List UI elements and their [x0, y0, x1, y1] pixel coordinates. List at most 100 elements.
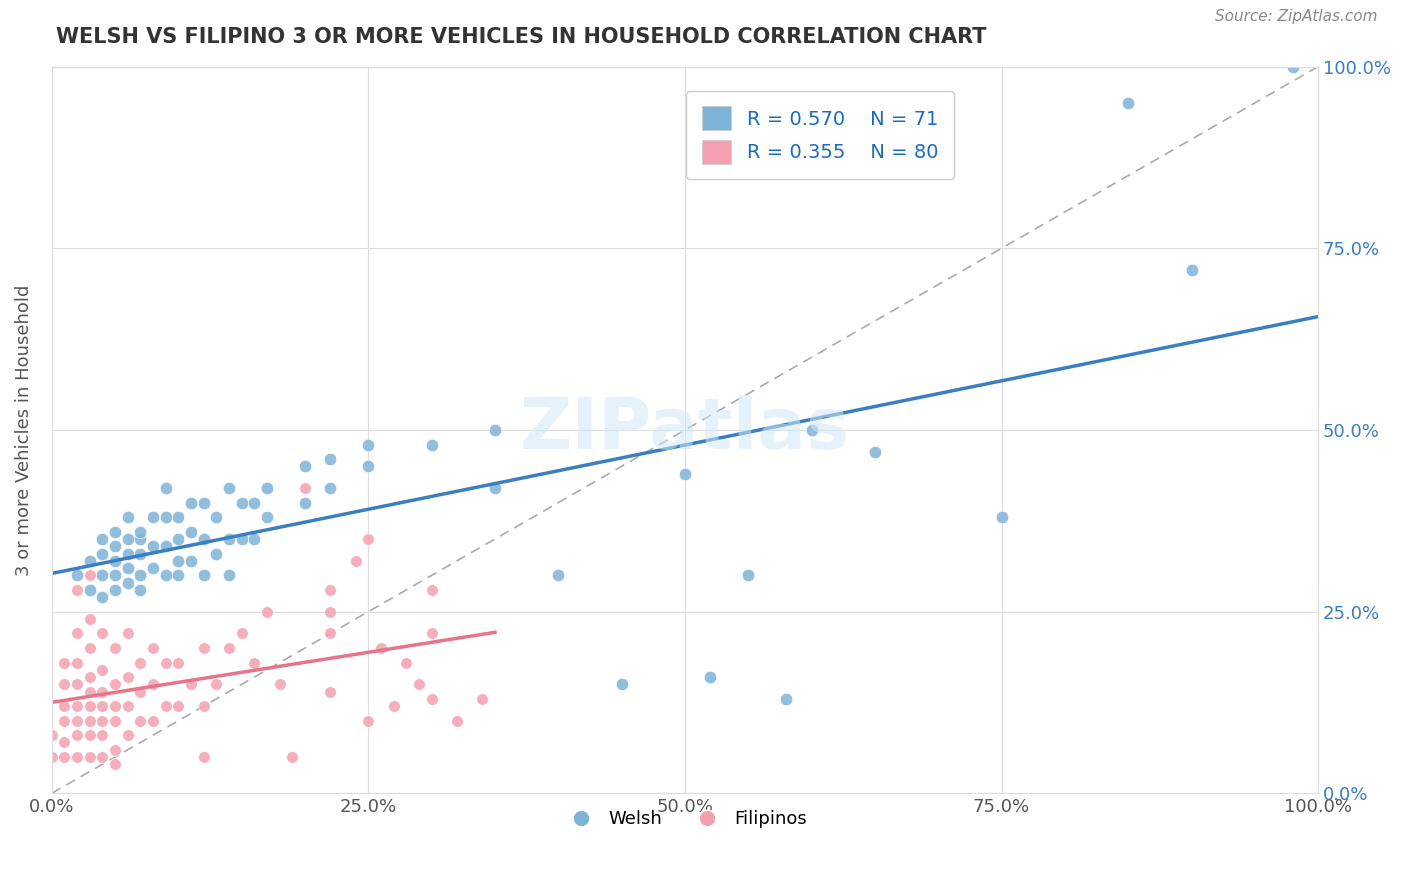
Point: [53, 656, 76, 670]
Point: [256, 605, 278, 619]
Point: [180, 496, 202, 510]
Point: [91, 699, 114, 714]
Point: [155, 539, 177, 553]
Point: [129, 547, 152, 561]
Point: [79, 568, 101, 582]
Point: [91, 532, 114, 546]
Point: [91, 568, 114, 582]
Point: [319, 626, 342, 640]
Point: [319, 605, 342, 619]
Point: [408, 677, 430, 691]
Point: [256, 510, 278, 524]
Point: [41, 750, 63, 764]
Point: [205, 677, 228, 691]
Point: [104, 677, 127, 691]
Point: [167, 554, 190, 568]
Point: [370, 640, 392, 655]
Point: [167, 656, 190, 670]
Point: [1180, 263, 1202, 277]
Point: [357, 437, 380, 451]
Point: [66, 714, 89, 728]
Point: [79, 554, 101, 568]
Point: [344, 554, 367, 568]
Point: [281, 750, 304, 764]
Text: ZIPatlas: ZIPatlas: [520, 395, 851, 465]
Point: [737, 568, 759, 582]
Point: [91, 714, 114, 728]
Point: [218, 532, 240, 546]
Point: [142, 561, 165, 575]
Point: [91, 750, 114, 764]
Point: [129, 714, 152, 728]
Point: [420, 691, 443, 706]
Point: [319, 481, 342, 495]
Point: [180, 524, 202, 539]
Point: [66, 699, 89, 714]
Point: [104, 524, 127, 539]
Point: [167, 510, 190, 524]
Point: [357, 459, 380, 474]
Point: [104, 714, 127, 728]
Point: [218, 481, 240, 495]
Point: [79, 684, 101, 698]
Point: [294, 459, 316, 474]
Y-axis label: 3 or more Vehicles in Household: 3 or more Vehicles in Household: [15, 285, 32, 575]
Point: [129, 684, 152, 698]
Point: [129, 532, 152, 546]
Point: [193, 750, 215, 764]
Point: [256, 481, 278, 495]
Point: [104, 743, 127, 757]
Point: [484, 481, 506, 495]
Point: [231, 496, 253, 510]
Point: [117, 547, 139, 561]
Point: [547, 568, 569, 582]
Point: [205, 510, 228, 524]
Point: [117, 728, 139, 742]
Point: [218, 568, 240, 582]
Point: [294, 496, 316, 510]
Point: [41, 728, 63, 742]
Point: [357, 714, 380, 728]
Point: [610, 677, 633, 691]
Point: [155, 656, 177, 670]
Point: [79, 714, 101, 728]
Point: [155, 510, 177, 524]
Point: [129, 582, 152, 597]
Point: [155, 699, 177, 714]
Point: [129, 656, 152, 670]
Point: [142, 539, 165, 553]
Point: [66, 582, 89, 597]
Point: [79, 699, 101, 714]
Point: [117, 510, 139, 524]
Point: [382, 699, 405, 714]
Point: [395, 656, 418, 670]
Point: [446, 714, 468, 728]
Point: [79, 670, 101, 684]
Point: [117, 575, 139, 590]
Point: [142, 640, 165, 655]
Point: [193, 640, 215, 655]
Point: [117, 626, 139, 640]
Point: [79, 640, 101, 655]
Point: [104, 640, 127, 655]
Point: [104, 757, 127, 772]
Point: [863, 444, 886, 458]
Point: [1116, 95, 1139, 110]
Point: [66, 750, 89, 764]
Point: [180, 677, 202, 691]
Text: WELSH VS FILIPINO 3 OR MORE VEHICLES IN HOUSEHOLD CORRELATION CHART: WELSH VS FILIPINO 3 OR MORE VEHICLES IN …: [56, 27, 987, 46]
Point: [53, 714, 76, 728]
Point: [53, 750, 76, 764]
Point: [231, 532, 253, 546]
Point: [243, 496, 266, 510]
Point: [193, 699, 215, 714]
Point: [129, 568, 152, 582]
Point: [104, 554, 127, 568]
Point: [218, 640, 240, 655]
Point: [91, 547, 114, 561]
Point: [79, 728, 101, 742]
Legend: Welsh, Filipinos: Welsh, Filipinos: [555, 803, 814, 835]
Point: [167, 699, 190, 714]
Point: [79, 750, 101, 764]
Point: [155, 481, 177, 495]
